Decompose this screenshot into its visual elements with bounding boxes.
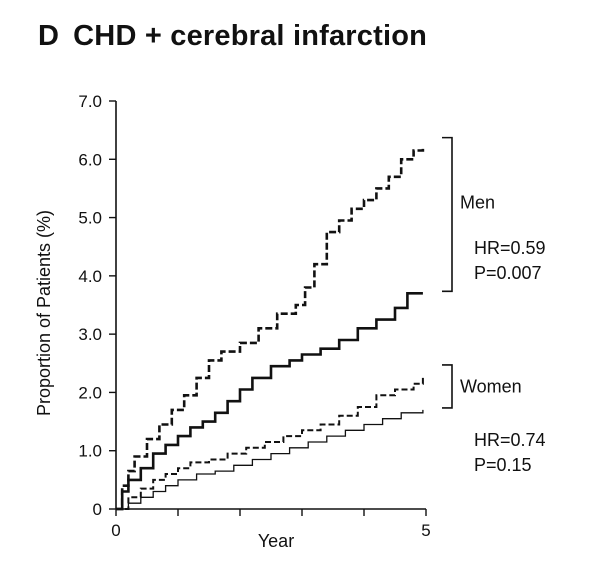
y-tick-label: 5.0 bbox=[78, 209, 102, 228]
series-men-dashed-line bbox=[116, 147, 425, 511]
panel-letter: D bbox=[38, 20, 60, 52]
series-men-solid-line bbox=[116, 292, 423, 511]
y-axis-title: Proportion of Patients (%) bbox=[34, 210, 54, 416]
x-tick-label: 5 bbox=[421, 521, 430, 540]
series-women-dashed-line bbox=[116, 374, 424, 510]
axes: 0 1.0 2.0 3.0 4.0 5.0 6.0 7.0 0 5 Year Proportion o… bbox=[34, 92, 431, 551]
hr-label-women: HR=0.74 bbox=[474, 430, 546, 450]
y-tick-label: 0 bbox=[93, 500, 102, 519]
bracket-women bbox=[442, 364, 453, 409]
hr-label-men: HR=0.59 bbox=[474, 238, 546, 258]
series-women-solid-line bbox=[116, 409, 424, 510]
y-tick-label: 3.0 bbox=[78, 325, 102, 344]
bracket-men bbox=[442, 136, 453, 293]
annotations: Men HR=0.59 P=0.007 Women HR=0.74 P=0.15 bbox=[442, 136, 546, 475]
p-value-label-men: P=0.007 bbox=[474, 263, 542, 283]
p-value-label-women: P=0.15 bbox=[474, 455, 532, 475]
y-tick-label: 2.0 bbox=[78, 383, 102, 402]
series-layer bbox=[116, 147, 425, 511]
y-tick-label: 6.0 bbox=[78, 150, 102, 169]
y-tick-label: 1.0 bbox=[78, 442, 102, 461]
group-label-women: Women bbox=[460, 376, 522, 396]
y-tick-label: 4.0 bbox=[78, 267, 102, 286]
x-axis-title: Year bbox=[258, 531, 294, 551]
y-tick-label: 7.0 bbox=[78, 92, 102, 111]
panel-title-text: CHD + cerebral infarction bbox=[73, 20, 428, 52]
group-label-men: Men bbox=[460, 192, 495, 212]
panel-title: D CHD + cerebral infarction bbox=[38, 20, 427, 53]
x-tick-label: 0 bbox=[111, 521, 120, 540]
